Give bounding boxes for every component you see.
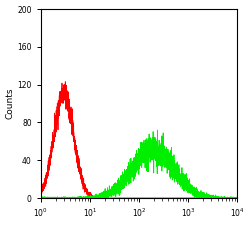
- Y-axis label: Counts: Counts: [6, 88, 15, 119]
